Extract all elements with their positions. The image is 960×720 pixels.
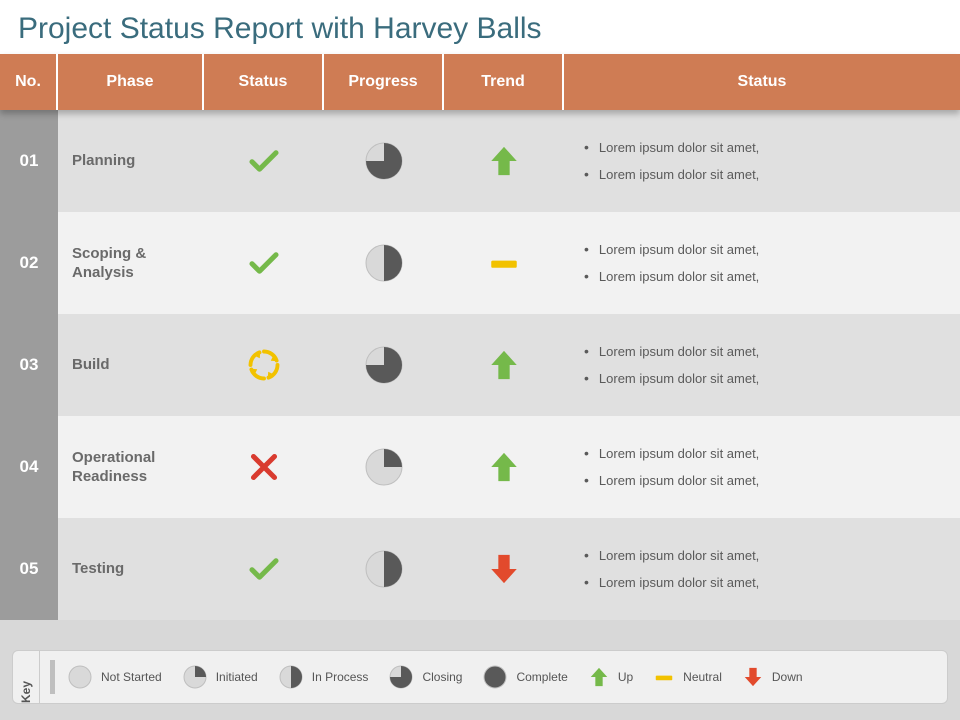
note-item: Lorem ipsum dolor sit amet, [584, 542, 940, 569]
legend-item: Closing [388, 664, 462, 690]
legend-icon [278, 664, 304, 690]
col-phase: Phase [58, 54, 204, 110]
legend-label: Down [772, 670, 803, 684]
legend: Key Not Started Initiated In Process Clo… [12, 650, 948, 704]
col-no: No. [0, 54, 58, 110]
harvey-ball-icon [324, 212, 444, 314]
legend-item: Up [588, 666, 633, 688]
row-number: 03 [0, 314, 58, 416]
trend-icon [444, 212, 564, 314]
status-table: No. Phase Status Progress Trend Status 0… [0, 54, 960, 620]
table-row: 01 Planning Lorem ipsum dolor sit amet,L… [0, 110, 960, 212]
note-item: Lorem ipsum dolor sit amet, [584, 440, 940, 467]
legend-icon [742, 666, 764, 688]
legend-icon [388, 664, 414, 690]
trend-icon [444, 518, 564, 620]
status-icon [204, 110, 324, 212]
legend-icon [588, 666, 610, 688]
legend-icon [182, 664, 208, 690]
harvey-ball-icon [324, 110, 444, 212]
note-item: Lorem ipsum dolor sit amet, [584, 338, 940, 365]
legend-label: Initiated [216, 670, 258, 684]
note-item: Lorem ipsum dolor sit amet, [584, 467, 940, 494]
legend-icon [653, 672, 675, 683]
legend-item: Neutral [653, 670, 722, 684]
phase-name: Operational Readiness [58, 416, 204, 518]
trend-icon [444, 110, 564, 212]
note-item: Lorem ipsum dolor sit amet, [584, 161, 940, 188]
legend-icon [482, 664, 508, 690]
note-item: Lorem ipsum dolor sit amet, [584, 236, 940, 263]
notes: Lorem ipsum dolor sit amet,Lorem ipsum d… [564, 314, 960, 416]
harvey-ball-icon [324, 518, 444, 620]
legend-icon [67, 664, 93, 690]
notes: Lorem ipsum dolor sit amet,Lorem ipsum d… [564, 110, 960, 212]
legend-label: In Process [312, 670, 369, 684]
legend-item: Complete [482, 664, 567, 690]
row-number: 04 [0, 416, 58, 518]
harvey-ball-icon [324, 416, 444, 518]
table-row: 05 Testing Lorem ipsum dolor sit amet,Lo… [0, 518, 960, 620]
col-notes: Status [564, 54, 960, 110]
trend-icon [444, 314, 564, 416]
legend-label: Complete [516, 670, 567, 684]
notes: Lorem ipsum dolor sit amet,Lorem ipsum d… [564, 212, 960, 314]
trend-icon [444, 416, 564, 518]
legend-item: Not Started [67, 664, 162, 690]
row-number: 02 [0, 212, 58, 314]
legend-item: Down [742, 666, 803, 688]
table-row: 02 Scoping & Analysis Lorem ipsum dolor … [0, 212, 960, 314]
status-icon [204, 518, 324, 620]
legend-label: Up [618, 670, 633, 684]
status-icon [204, 212, 324, 314]
note-item: Lorem ipsum dolor sit amet, [584, 365, 940, 392]
phase-name: Scoping & Analysis [58, 212, 204, 314]
legend-key-label: Key [13, 651, 40, 703]
status-icon [204, 314, 324, 416]
phase-name: Build [58, 314, 204, 416]
harvey-ball-icon [324, 314, 444, 416]
notes: Lorem ipsum dolor sit amet,Lorem ipsum d… [564, 518, 960, 620]
phase-name: Testing [58, 518, 204, 620]
table-header: No. Phase Status Progress Trend Status [0, 54, 960, 110]
col-trend: Trend [444, 54, 564, 110]
status-icon [204, 416, 324, 518]
page-title: Project Status Report with Harvey Balls [0, 0, 960, 54]
legend-label: Not Started [101, 670, 162, 684]
phase-name: Planning [58, 110, 204, 212]
col-progress: Progress [324, 54, 444, 110]
note-item: Lorem ipsum dolor sit amet, [584, 263, 940, 290]
note-item: Lorem ipsum dolor sit amet, [584, 569, 940, 596]
col-status: Status [204, 54, 324, 110]
table-row: 03 Build Lorem ipsum dolor sit amet,Lore… [0, 314, 960, 416]
note-item: Lorem ipsum dolor sit amet, [584, 134, 940, 161]
row-number: 01 [0, 110, 58, 212]
legend-item: Initiated [182, 664, 258, 690]
legend-label: Neutral [683, 670, 722, 684]
legend-item: In Process [278, 664, 369, 690]
legend-label: Closing [422, 670, 462, 684]
legend-divider [50, 660, 55, 694]
table-row: 04 Operational Readiness Lorem ipsum dol… [0, 416, 960, 518]
row-number: 05 [0, 518, 58, 620]
notes: Lorem ipsum dolor sit amet,Lorem ipsum d… [564, 416, 960, 518]
